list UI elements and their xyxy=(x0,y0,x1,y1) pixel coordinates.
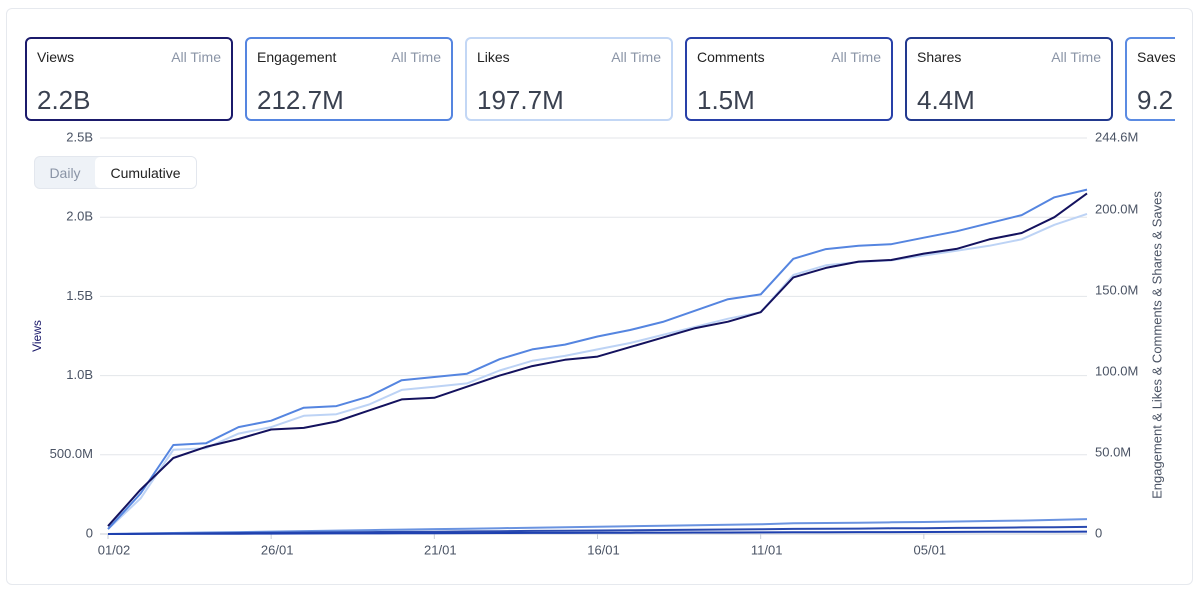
y-axis-title: Views xyxy=(30,320,44,352)
panel xyxy=(6,8,1193,585)
series-line xyxy=(107,192,1088,527)
metric-card[interactable]: Shares All Time 4.4M xyxy=(905,37,1113,121)
card-period: All Time xyxy=(611,49,661,65)
card-label: Saves xyxy=(1137,49,1175,65)
series-line xyxy=(107,530,1088,535)
card-value: 212.7M xyxy=(257,85,344,115)
x-tick-label: 05/01 xyxy=(914,542,947,557)
y2-tick-label: 100.0M xyxy=(1095,364,1138,379)
y2-tick-label: 244.6M xyxy=(1095,129,1138,144)
card-value: 9.2M xyxy=(1137,85,1175,115)
x-tick-label: 11/01 xyxy=(751,542,783,557)
y-tick-label: 0 xyxy=(86,525,93,540)
card-value: 197.7M xyxy=(477,85,564,115)
metric-card[interactable]: Comments All Time 1.5M xyxy=(685,37,893,121)
card-period: All Time xyxy=(1051,49,1101,65)
card-period: All Time xyxy=(831,49,881,65)
card-label: Comments xyxy=(697,49,765,65)
card-label: Shares xyxy=(917,49,962,65)
metric-card[interactable]: Views All Time 2.2B xyxy=(25,37,233,121)
card-period: All Time xyxy=(171,49,221,65)
y2-tick-label: 50.0M xyxy=(1095,444,1131,459)
y-tick-label: 500.0M xyxy=(50,446,93,461)
y2-axis-title: Engagement & Likes & Comments & Shares &… xyxy=(1149,191,1164,499)
x-tick-label: 21/01 xyxy=(424,542,457,557)
y-tick-label: 1.5B xyxy=(66,288,93,303)
metric-card[interactable]: Engagement All Time 212.7M xyxy=(245,37,453,121)
x-tick-label: 01/02 xyxy=(98,542,131,557)
x-tick-label: 26/01 xyxy=(261,542,294,557)
y-tick-label: 1.0B xyxy=(66,367,93,382)
daily-button[interactable]: Daily xyxy=(49,164,81,181)
metric-cards: Views All Time 2.2B Engagement All Time 212.7… xyxy=(25,37,1175,123)
series-line xyxy=(107,188,1088,530)
card-value: 2.2B xyxy=(37,85,91,115)
cumulative-button[interactable]: Cumulative xyxy=(95,157,196,188)
y2-tick-label: 200.0M xyxy=(1095,202,1138,217)
y2-tick-label: 150.0M xyxy=(1095,283,1138,298)
y-tick-label: 2.0B xyxy=(66,209,93,224)
card-period: All Time xyxy=(391,49,441,65)
y-tick-label: 2.5B xyxy=(66,129,93,144)
series-line xyxy=(107,518,1088,535)
series-line xyxy=(107,212,1088,530)
view-toggle: Daily Cumulative xyxy=(34,156,197,189)
metric-card[interactable]: Saves 9.2M xyxy=(1125,37,1175,121)
card-value: 1.5M xyxy=(697,85,755,115)
metric-card[interactable]: Likes All Time 197.7M xyxy=(465,37,673,121)
card-label: Engagement xyxy=(257,49,337,65)
card-value: 4.4M xyxy=(917,85,975,115)
card-label: Likes xyxy=(477,49,510,65)
card-label: Views xyxy=(37,49,75,65)
x-tick-label: 16/01 xyxy=(587,542,620,557)
y2-tick-label: 0 xyxy=(1095,525,1102,540)
